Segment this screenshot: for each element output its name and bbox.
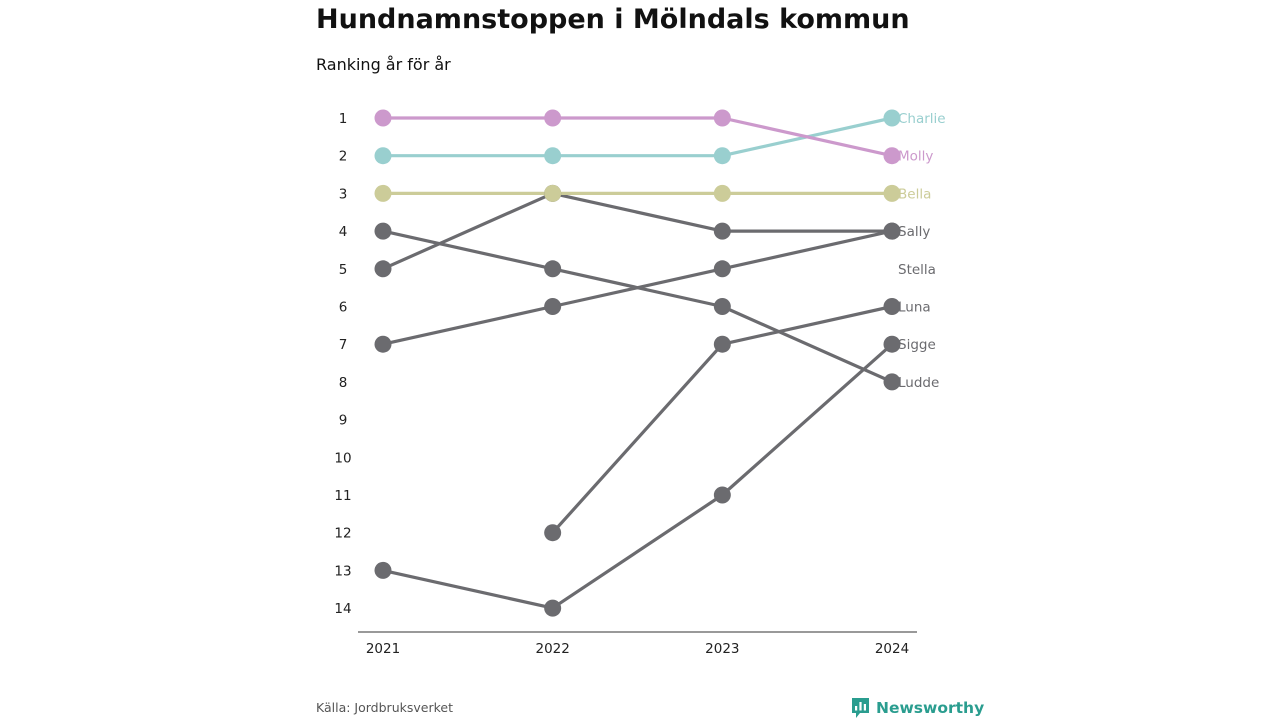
- data-point-luna: [713, 335, 731, 353]
- data-point-bella: [883, 184, 901, 202]
- end-labels: Charlie Molly Bella Sally Stella Luna Sigge Lud…: [898, 111, 946, 391]
- y-tick-label: 3: [339, 186, 348, 202]
- y-tick-label: 7: [339, 337, 348, 353]
- data-point-charlie: [544, 147, 562, 165]
- end-label-sally: Sally: [898, 224, 930, 240]
- data-point-ludde: [374, 222, 392, 240]
- newsworthy-logo-icon: [852, 698, 869, 718]
- end-label-molly: Molly: [898, 149, 933, 165]
- data-point-bella: [374, 184, 392, 202]
- data-point-bella: [713, 184, 731, 202]
- x-axis-ticks: 2021 2022 2023 2024: [366, 641, 909, 657]
- y-tick-label: 5: [339, 262, 348, 278]
- data-point-ludde: [713, 298, 731, 315]
- chart-subtitle: Ranking år för år: [316, 55, 451, 74]
- data-point-molly: [544, 109, 562, 127]
- series-line-molly: [381, 116, 894, 158]
- y-tick-label: 13: [334, 563, 351, 579]
- brand-name: Newsworthy: [876, 699, 985, 717]
- data-point-stella: [883, 222, 901, 240]
- data-point-bella: [544, 184, 562, 202]
- y-tick-label: 14: [334, 601, 351, 617]
- brand-logo[interactable]: Newsworthy: [851, 697, 984, 719]
- data-point-stella: [713, 260, 731, 278]
- x-tick-label: 2021: [366, 641, 400, 657]
- data-point-charlie: [713, 147, 731, 165]
- data-point-sigge: [883, 335, 901, 353]
- data-point-sigge: [374, 561, 392, 579]
- data-point-charlie: [374, 147, 392, 165]
- series-line-charlie: [381, 116, 894, 158]
- y-tick-label: 1: [339, 111, 348, 127]
- series-line-sigge: [381, 342, 894, 610]
- y-tick-label: 9: [339, 413, 348, 429]
- x-tick-label: 2022: [535, 641, 569, 657]
- data-point-sigge: [713, 486, 731, 504]
- data-point-stella: [544, 298, 562, 315]
- chart-title: Hundnamnstoppen i Mölndals kommun: [316, 4, 910, 35]
- series-line-ludde: [381, 229, 894, 384]
- y-tick-label: 2: [339, 149, 348, 165]
- data-point-sally: [374, 260, 392, 278]
- data-point-ludde: [544, 260, 562, 278]
- x-tick-label: 2023: [705, 641, 739, 657]
- end-label-ludde: Ludde: [898, 375, 939, 391]
- data-point-sally: [713, 222, 731, 240]
- end-label-sigge: Sigge: [898, 337, 936, 353]
- y-tick-label: 8: [339, 375, 348, 391]
- end-label-charlie: Charlie: [898, 111, 946, 127]
- end-label-stella: Stella: [898, 262, 936, 278]
- data-point-molly: [883, 147, 901, 165]
- data-point-sigge: [544, 599, 562, 617]
- data-point-luna: [544, 524, 562, 542]
- source-note: Källa: Jordbruksverket: [316, 700, 453, 715]
- end-label-bella: Bella: [898, 186, 931, 202]
- data-point-stella: [374, 335, 392, 353]
- y-tick-label: 6: [339, 300, 348, 316]
- series-lines: [381, 116, 894, 610]
- data-point-luna: [883, 298, 901, 315]
- x-tick-label: 2024: [875, 641, 909, 657]
- y-tick-label: 4: [339, 224, 348, 240]
- data-point-molly: [713, 109, 731, 127]
- y-tick-label: 10: [334, 450, 351, 466]
- y-tick-label: 11: [334, 488, 351, 504]
- end-label-luna: Luna: [898, 300, 931, 316]
- data-point-charlie: [883, 109, 901, 127]
- y-tick-label: 12: [334, 526, 351, 542]
- series-points: [374, 109, 901, 617]
- series-line-sally: [381, 191, 894, 271]
- data-point-molly: [374, 109, 392, 127]
- data-point-ludde: [883, 373, 901, 391]
